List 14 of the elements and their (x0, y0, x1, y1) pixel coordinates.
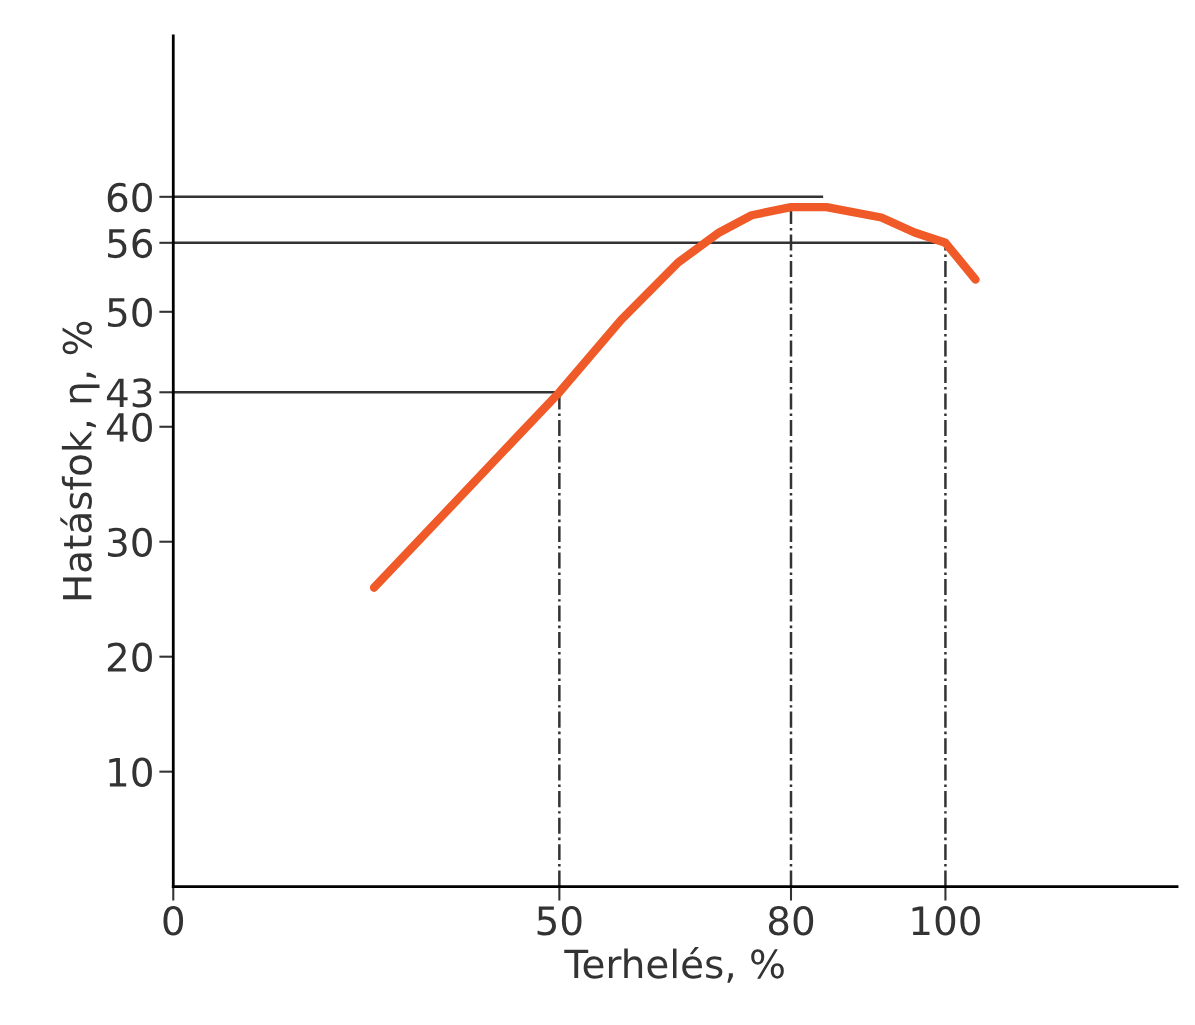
y-tick-label: 40 (106, 412, 152, 443)
y-tick-label: 50 (108, 297, 152, 328)
x-tick-label: 0 (163, 906, 184, 936)
x-tick-label: 80 (768, 906, 814, 936)
y-tick-label: 60 (107, 182, 152, 213)
y-tick-label: 56 (108, 228, 153, 259)
y-tick-label: 43 (106, 378, 152, 408)
y-tick-label: 30 (108, 527, 152, 558)
y-tick-label: 10 (109, 757, 152, 787)
x-tick-label: 50 (537, 906, 582, 936)
y-axis-title: Hatásfok, η, % (60, 321, 100, 600)
x-axis-title: Terhelés, % (564, 947, 784, 983)
y-tick-label: 20 (107, 642, 152, 673)
x-tick-label: 100 (912, 906, 980, 936)
